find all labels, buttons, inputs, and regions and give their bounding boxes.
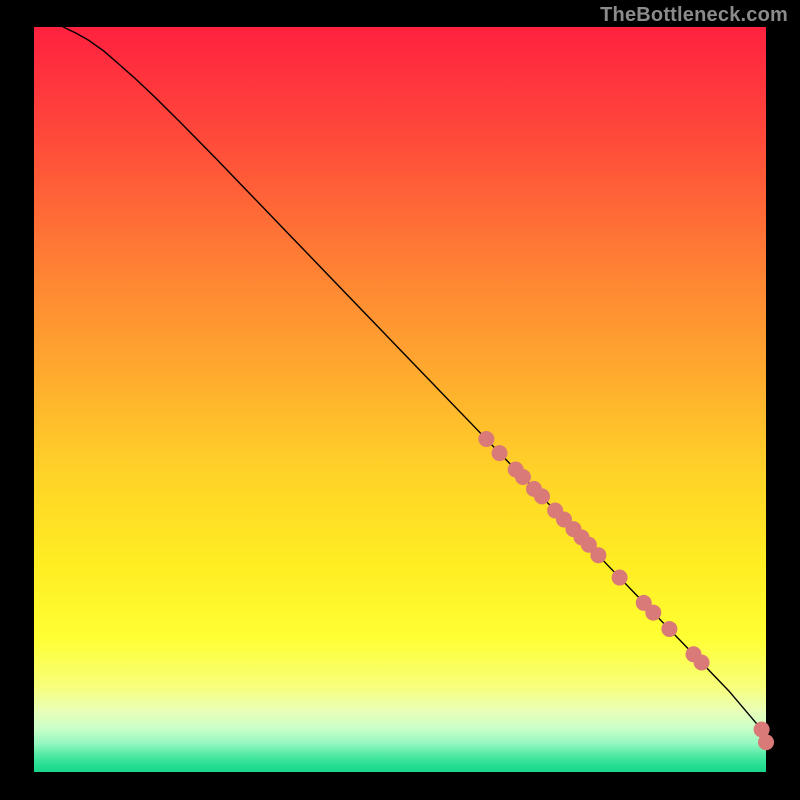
chart-svg: [34, 27, 766, 772]
data-marker: [515, 469, 531, 485]
data-marker: [758, 734, 774, 750]
watermark-text: TheBottleneck.com: [600, 4, 788, 27]
data-marker: [492, 445, 508, 461]
chart-container: TheBottleneck.com: [0, 0, 800, 800]
plot-area: [34, 27, 766, 772]
data-marker: [478, 431, 494, 447]
data-marker: [694, 654, 710, 670]
data-marker: [590, 547, 606, 563]
gradient-background: [34, 27, 766, 772]
data-marker: [661, 621, 677, 637]
data-marker: [612, 570, 628, 586]
data-marker: [534, 488, 550, 504]
data-marker: [645, 605, 661, 621]
